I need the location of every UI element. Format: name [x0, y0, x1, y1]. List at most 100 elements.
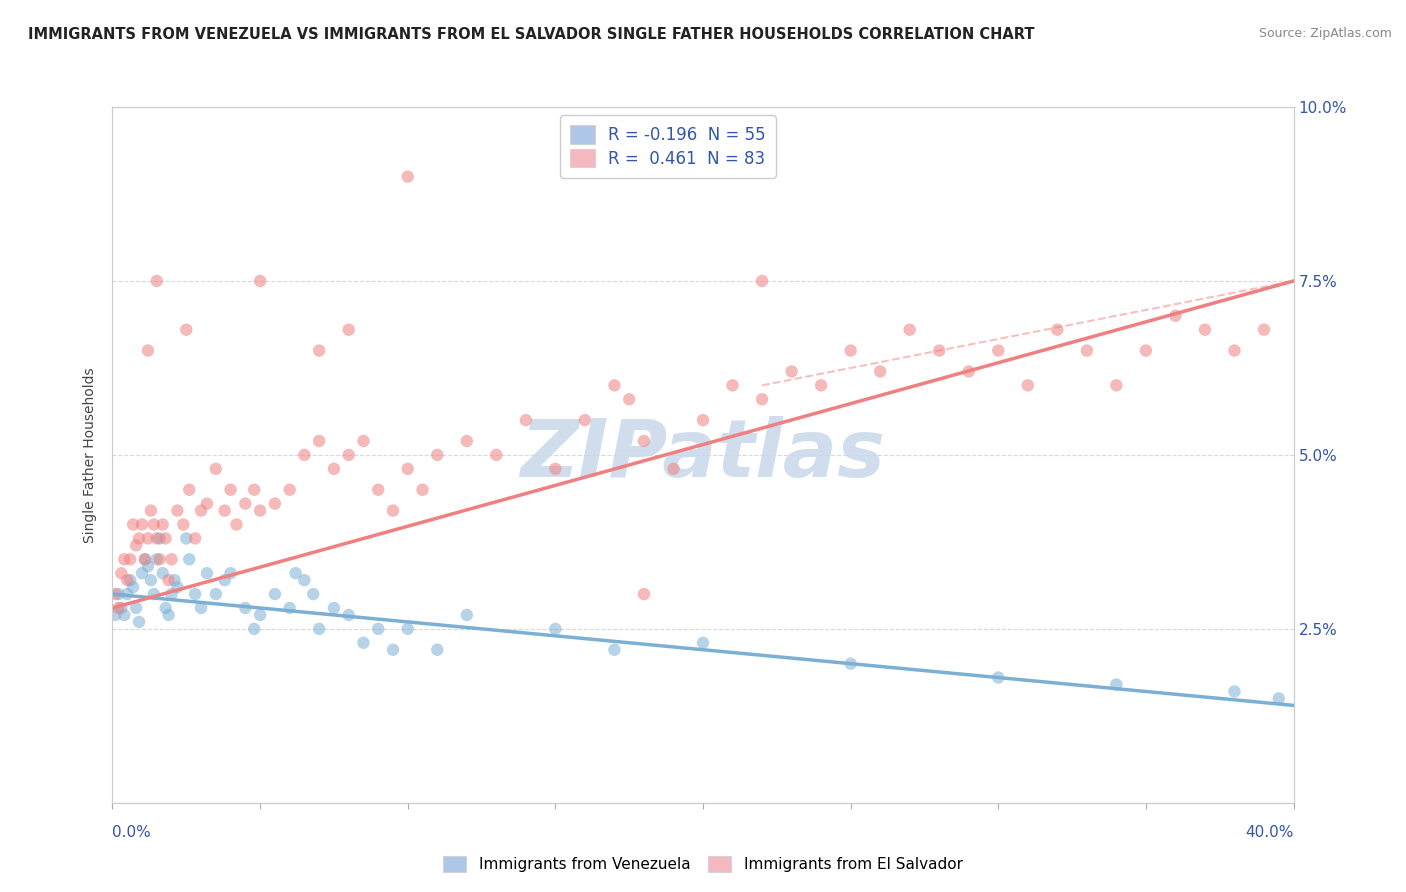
Point [302, 587, 325, 601]
Point [1046, 323, 1069, 337]
Point [117, 587, 138, 601]
Point [160, 552, 183, 566]
Point [751, 274, 773, 288]
Point [166, 580, 188, 594]
Point [382, 642, 405, 657]
Point [166, 503, 188, 517]
Point [292, 573, 315, 587]
Point [136, 343, 159, 358]
Point [149, 532, 172, 546]
Point [485, 448, 508, 462]
Point [751, 392, 773, 407]
Point [142, 517, 165, 532]
Point [163, 573, 186, 587]
Point [243, 483, 266, 497]
Text: 0.0%: 0.0% [112, 825, 152, 840]
Point [396, 622, 419, 636]
Point [987, 343, 1010, 358]
Point [112, 607, 135, 622]
Point [205, 587, 228, 601]
Point [308, 434, 330, 448]
Point [1223, 343, 1246, 358]
Point [157, 573, 180, 587]
Point [603, 642, 626, 657]
Point [839, 657, 862, 671]
Point [1105, 677, 1128, 691]
Point [264, 587, 287, 601]
Point [1223, 684, 1246, 698]
Point [157, 607, 180, 622]
Text: Source: ZipAtlas.com: Source: ZipAtlas.com [1258, 27, 1392, 40]
Point [125, 538, 148, 552]
Point [367, 483, 389, 497]
Point [184, 532, 207, 546]
Point [146, 274, 169, 288]
Point [107, 587, 129, 601]
Point [136, 532, 159, 546]
Point [264, 497, 287, 511]
Point [107, 601, 129, 615]
Point [249, 607, 271, 622]
Point [128, 615, 150, 629]
Point [205, 462, 228, 476]
Point [1164, 309, 1187, 323]
Point [214, 503, 236, 517]
Point [174, 323, 197, 337]
Point [396, 169, 419, 184]
Point [1105, 378, 1128, 392]
Point [382, 503, 405, 517]
Point [146, 532, 169, 546]
Point [122, 580, 145, 594]
Point [179, 552, 201, 566]
Point [152, 517, 174, 532]
Point [219, 566, 242, 581]
Point [120, 552, 142, 566]
Point [104, 607, 127, 622]
Legend: Immigrants from Venezuela, Immigrants from El Salvador: Immigrants from Venezuela, Immigrants fr… [436, 848, 970, 880]
Point [1194, 323, 1216, 337]
Point [692, 413, 714, 427]
Point [125, 601, 148, 615]
Point [249, 503, 271, 517]
Legend: R = -0.196  N = 55, R =  0.461  N = 83: R = -0.196 N = 55, R = 0.461 N = 83 [560, 115, 776, 178]
Text: IMMIGRANTS FROM VENEZUELA VS IMMIGRANTS FROM EL SALVADOR SINGLE FATHER HOUSEHOLD: IMMIGRANTS FROM VENEZUELA VS IMMIGRANTS … [28, 27, 1035, 42]
Point [131, 517, 153, 532]
Point [136, 559, 159, 574]
Point [278, 483, 301, 497]
Point [160, 587, 183, 601]
Point [1076, 343, 1098, 358]
Point [869, 364, 891, 378]
Point [184, 587, 207, 601]
Point [810, 378, 832, 392]
Point [662, 462, 685, 476]
Point [112, 552, 135, 566]
Point [308, 343, 330, 358]
Point [195, 497, 218, 511]
Point [544, 462, 567, 476]
Point [155, 532, 177, 546]
Point [249, 274, 271, 288]
Point [190, 503, 212, 517]
Point [233, 497, 256, 511]
Point [1268, 691, 1291, 706]
Point [219, 483, 242, 497]
Point [110, 566, 132, 581]
Point [142, 587, 165, 601]
Point [308, 622, 330, 636]
Point [225, 517, 247, 532]
Point [426, 642, 449, 657]
Point [633, 434, 655, 448]
Point [122, 517, 145, 532]
Point [619, 392, 641, 407]
Point [172, 517, 194, 532]
Y-axis label: Single Father Households: Single Father Households [83, 368, 97, 542]
Point [214, 573, 236, 587]
Point [174, 532, 197, 546]
Point [139, 503, 162, 517]
Point [323, 601, 346, 615]
Point [104, 587, 127, 601]
Point [110, 601, 132, 615]
Point [544, 622, 567, 636]
Point [131, 566, 153, 581]
Point [152, 566, 174, 581]
